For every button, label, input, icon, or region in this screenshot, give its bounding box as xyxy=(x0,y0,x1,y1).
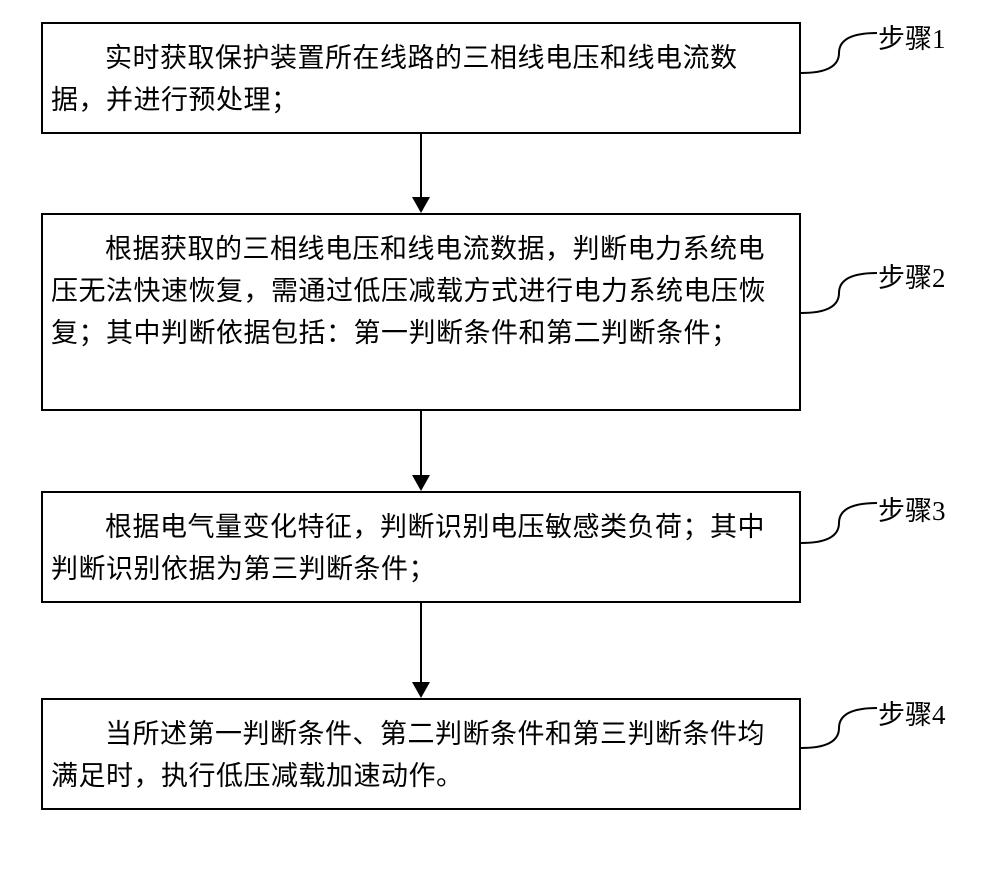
step-2-connector xyxy=(801,265,877,317)
step-3-box: 根据电气量变化特征，判断识别电压敏感类负荷；其中判断识别依据为第三判断条件； xyxy=(41,491,801,603)
arrow-1-head xyxy=(412,197,430,213)
step-2-label: 步骤2 xyxy=(878,256,946,295)
step-4-connector xyxy=(801,700,877,752)
step-3-label: 步骤3 xyxy=(878,489,946,528)
step-1-connector xyxy=(801,25,877,77)
arrow-2-line xyxy=(420,411,422,475)
arrow-3-line xyxy=(420,603,422,682)
flowchart-canvas: 实时获取保护装置所在线路的三相线电压和线电流数据，并进行预处理； 步骤1 根据获… xyxy=(0,0,1000,874)
step-4-label: 步骤4 xyxy=(878,693,946,732)
step-1-label: 步骤1 xyxy=(878,17,946,56)
step-4-text: 当所述第一判断条件、第二判断条件和第三判断条件均满足时，执行低压减载加速动作。 xyxy=(51,714,791,798)
arrow-3-head xyxy=(412,682,430,698)
step-3-text: 根据电气量变化特征，判断识别电压敏感类负荷；其中判断识别依据为第三判断条件； xyxy=(51,507,791,591)
arrow-2-head xyxy=(412,475,430,491)
step-1-text: 实时获取保护装置所在线路的三相线电压和线电流数据，并进行预处理； xyxy=(51,38,791,122)
step-4-box: 当所述第一判断条件、第二判断条件和第三判断条件均满足时，执行低压减载加速动作。 xyxy=(41,698,801,810)
step-3-connector xyxy=(801,495,877,547)
step-2-box: 根据获取的三相线电压和线电流数据，判断电力系统电压无法快速恢复，需通过低压减载方… xyxy=(41,213,801,411)
step-2-text: 根据获取的三相线电压和线电流数据，判断电力系统电压无法快速恢复，需通过低压减载方… xyxy=(51,229,791,355)
arrow-1-line xyxy=(420,134,422,197)
step-1-box: 实时获取保护装置所在线路的三相线电压和线电流数据，并进行预处理； xyxy=(41,22,801,134)
